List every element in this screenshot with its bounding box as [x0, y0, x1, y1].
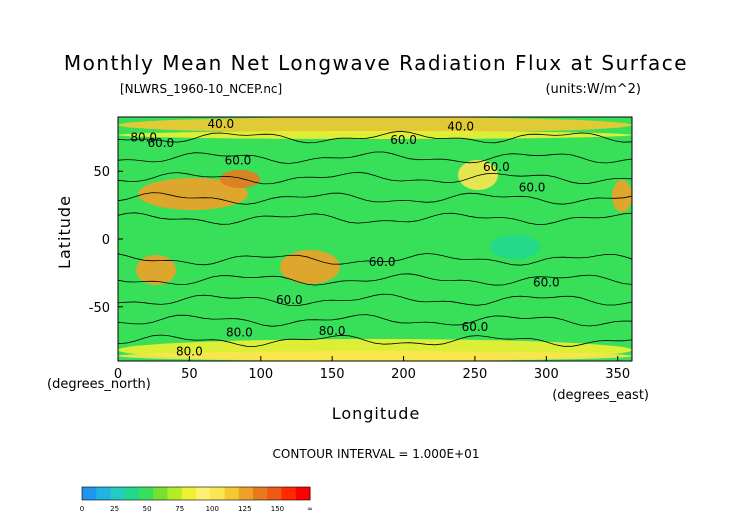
x-unit-label: (degrees_east)	[552, 388, 649, 403]
colorbar-tick-label: 150	[271, 505, 284, 513]
contour-interval-label: CONTOUR INTERVAL = 1.000E+01	[273, 447, 480, 461]
contour-label: 60.0	[390, 133, 417, 147]
colorbar-frame	[81, 486, 311, 501]
y-axis: 50 0 -50	[89, 165, 123, 316]
contour-line	[118, 171, 632, 185]
contour-line	[118, 334, 632, 347]
contour-labels: 80.060.040.060.060.040.060.060.060.060.0…	[130, 117, 559, 359]
y-axis-label: Latitude	[55, 195, 74, 269]
colorbar-tick-label: 100	[206, 505, 219, 513]
colorbar-swatch	[224, 487, 240, 500]
x-tick-label: 0	[114, 367, 122, 382]
contour-label: 60.0	[369, 255, 396, 269]
contour-line	[118, 192, 632, 205]
colorbar-swatch	[124, 487, 140, 500]
x-tick-label: 350	[605, 367, 630, 382]
colorbar-swatch	[139, 487, 154, 500]
colorbar-swatch	[181, 487, 197, 500]
contour-line	[118, 314, 632, 327]
contour-label: 80.0	[176, 345, 203, 359]
colorbar-swatch	[153, 487, 168, 500]
colorbar-swatch	[267, 487, 282, 500]
polar-band-north	[118, 117, 632, 133]
contour-line	[118, 253, 632, 266]
dry-region-australia	[280, 250, 340, 284]
contour-label: 60.0	[519, 181, 546, 195]
colored-fields	[118, 117, 632, 361]
contour-label: 80.0	[226, 326, 253, 340]
colorbar-tick-label: 0	[80, 505, 84, 513]
colorbar-swatch	[238, 487, 254, 500]
contour-label: 80.0	[319, 324, 346, 338]
colorbar-tick-label: 50	[143, 505, 152, 513]
contour-line	[118, 151, 632, 164]
dry-region-africa	[138, 178, 248, 210]
plot-area: 80.060.040.060.060.040.060.060.060.060.0…	[117, 116, 633, 362]
y-tick-label: -50	[89, 301, 110, 316]
contour-label: 40.0	[447, 120, 474, 134]
contour-label: 80.0	[130, 130, 157, 144]
moist-region-1	[360, 215, 440, 243]
contour-label: 60.0	[225, 153, 252, 167]
x-tick-label: 100	[248, 367, 273, 382]
dry-region-asia	[220, 170, 260, 188]
contour-lines	[118, 130, 632, 347]
source-label: [NLWRS_1960-10_NCEP.nc]	[120, 82, 282, 96]
colorbar-swatch	[110, 487, 126, 500]
colorbar-swatch	[281, 487, 297, 500]
polar-band-north-2	[118, 131, 632, 139]
contour-line	[118, 293, 632, 307]
x-tick-label: 250	[463, 367, 488, 382]
colorbar-swatch	[82, 487, 97, 500]
contour-line	[118, 130, 632, 144]
contour-label: 60.0	[462, 320, 489, 334]
colorbar-tick-label: 75	[175, 505, 184, 513]
x-axis-label: Longitude	[332, 404, 421, 423]
contour-label: 60.0	[147, 136, 174, 150]
contour-label: 60.0	[276, 293, 303, 307]
x-tick-label: 50	[181, 367, 198, 382]
contour-label: 40.0	[207, 117, 234, 131]
x-axis: 0 50 100 150 200 250 300 350	[114, 356, 630, 382]
colorbar-tick-label: 25	[110, 505, 119, 513]
x-tick-label: 300	[534, 367, 559, 382]
units-label: (units:W/m^2)	[545, 82, 641, 97]
contour-label: 60.0	[483, 160, 510, 174]
dry-region-east	[612, 180, 632, 212]
x-tick-label: 150	[320, 367, 345, 382]
colorbar-swatch	[295, 487, 311, 500]
moist-region-2	[490, 235, 540, 259]
contour-line	[118, 212, 632, 226]
colorbar: 0 25 50 75 100 125 150 ∞	[80, 486, 313, 513]
colorbar-swatch	[96, 487, 111, 500]
x-tick-label: 200	[391, 367, 416, 382]
y-unit-label: (degrees_north)	[47, 377, 151, 392]
dry-region-namerica	[458, 160, 498, 190]
colorbar-swatch	[196, 487, 211, 500]
colorbar-tick-label: ∞	[307, 505, 313, 513]
y-tick-label: 0	[102, 233, 110, 248]
colorbar-swatch	[253, 487, 268, 500]
chart-title: Monthly Mean Net Longwave Radiation Flux…	[64, 51, 688, 75]
colorbar-tick-label: 125	[238, 505, 251, 513]
contour-label: 60.0	[533, 275, 560, 289]
colorbar-swatch	[210, 487, 225, 500]
colorbar-swatch	[167, 487, 183, 500]
y-tick-label: 50	[93, 165, 110, 180]
polar-band-south-2	[118, 351, 632, 361]
contour-line	[118, 273, 632, 286]
dry-region-samerica	[136, 255, 176, 285]
